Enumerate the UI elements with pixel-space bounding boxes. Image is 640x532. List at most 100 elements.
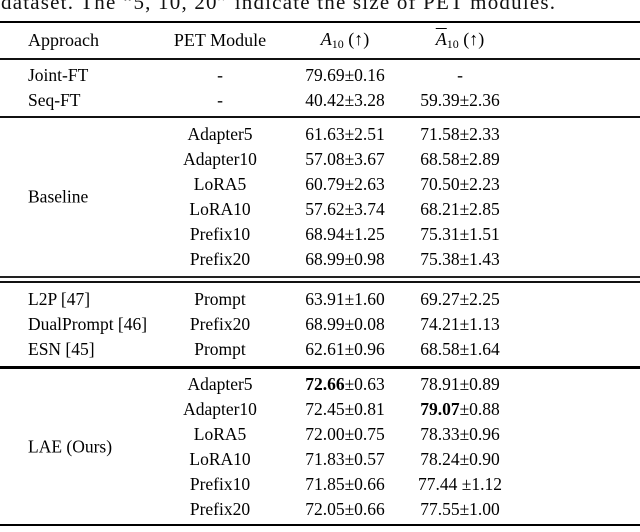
group-label-baseline: Baseline [28, 186, 89, 207]
pet-module-cell: Adapter5 [187, 124, 253, 144]
approach-cell: L2P [47] [28, 289, 91, 309]
stddev: ±0.88 [459, 399, 500, 419]
header-rule [0, 58, 640, 60]
table-row: Prefix10 71.85±0.66 77.44 ±1.12 [0, 472, 640, 497]
a10-cell: 72.45±0.81 [305, 399, 385, 419]
a10-cell: 71.85±0.66 [305, 474, 385, 494]
a10-cell: 68.99±0.98 [305, 249, 385, 269]
a10-subscript: 10 [331, 37, 344, 51]
table-row: LoRA10 71.83±0.57 78.24±0.90 [0, 447, 640, 472]
section-rule-thick [0, 366, 640, 369]
abar10-cell: 59.39±2.36 [420, 90, 500, 110]
a10-cell: 57.62±3.74 [305, 199, 385, 219]
abar10-cell: 78.91±0.89 [420, 374, 500, 394]
approach-cell [0, 472, 160, 497]
pet-module-cell: Adapter10 [183, 149, 257, 169]
table-row: Adapter10 57.08±3.67 68.58±2.89 [0, 147, 640, 172]
a10-cell: 57.08±3.67 [305, 149, 385, 169]
abar10-cell: - [457, 65, 463, 85]
approach-cell [0, 147, 160, 172]
header-a10: A10 (↑) [280, 29, 410, 52]
pet-module-cell: Prompt [194, 339, 246, 359]
approach-cell: Seq-FT [28, 90, 81, 110]
pet-module-cell: Prompt [194, 289, 246, 309]
pet-module-cell: LoRA10 [189, 449, 251, 469]
pet-module-cell: - [217, 65, 223, 85]
abar10-cell: 71.58±2.33 [420, 124, 500, 144]
a10-cell: 60.79±2.63 [305, 174, 385, 194]
a10-cell: 68.99±0.08 [305, 314, 385, 334]
table-header-row: Approach PET Module A10 (↑) A10 (↑) [0, 23, 640, 58]
pet-module-cell: Prefix20 [189, 249, 251, 269]
table-row: Joint-FT - 79.69±0.16 - [0, 63, 640, 88]
a10-cell: 63.91±1.60 [305, 289, 385, 309]
approach-cell [0, 372, 160, 397]
table-row: ESN [45] Prompt 62.61±0.96 68.58±1.64 [0, 337, 640, 362]
a10-cell: 72.66±0.63 [280, 372, 410, 397]
approach-cell: DualPrompt [46] [28, 314, 148, 334]
a10-cell: 79.69±0.16 [305, 65, 385, 85]
group-label-lae: LAE (Ours) [28, 436, 113, 456]
approach-cell [0, 497, 160, 522]
a10-cell: 72.00±0.75 [305, 424, 385, 444]
a10-symbol: A [320, 29, 332, 49]
pet-module-cell: Adapter10 [183, 399, 257, 419]
best-value: 72.66 [305, 374, 345, 394]
approach-cell [0, 247, 160, 272]
table-row: Prefix10 68.94±1.25 75.31±1.51 [0, 222, 640, 247]
abar10-cell: 68.21±2.85 [420, 199, 500, 219]
abar10-cell: 69.27±2.25 [420, 289, 500, 309]
pet-module-cell: Prefix20 [189, 499, 251, 519]
abar10-cell: 77.44 ±1.12 [418, 474, 502, 494]
table-row: Adapter10 72.45±0.81 79.07±0.88 [0, 397, 640, 422]
table-row: Seq-FT - 40.42±3.28 59.39±2.36 [0, 88, 640, 113]
up-arrow-icon: (↑) [463, 29, 485, 49]
table-row: LoRA5 60.79±2.63 70.50±2.23 [0, 172, 640, 197]
pet-module-cell: Adapter5 [187, 374, 253, 394]
pet-module-cell: Prefix20 [189, 314, 251, 334]
stddev: ±0.63 [344, 374, 385, 394]
section-rule [0, 116, 640, 118]
table-row: Adapter5 61.63±2.51 71.58±2.33 [0, 122, 640, 147]
table-row: Adapter5 72.66±0.63 78.91±0.89 [0, 372, 640, 397]
approach-cell [0, 122, 160, 147]
approach-cell: ESN [45] [28, 339, 95, 359]
pet-module-cell: Prefix10 [189, 474, 251, 494]
double-rule [0, 276, 640, 283]
a10-cell: 61.63±2.51 [305, 124, 385, 144]
table-row: Prefix20 68.99±0.98 75.38±1.43 [0, 247, 640, 272]
abar10-cell: 78.33±0.96 [420, 424, 500, 444]
approach-cell: Joint-FT [28, 65, 89, 85]
header-pet-module: PET Module [173, 30, 267, 50]
section-lae-ours: LAE (Ours) Adapter5 72.66±0.63 78.91±0.8… [0, 369, 640, 524]
pet-module-cell: LoRA5 [193, 424, 247, 444]
abar10-cell: 79.07±0.88 [410, 397, 510, 422]
a10-cell: 40.42±3.28 [305, 90, 385, 110]
abar10-cell: 70.50±2.23 [420, 174, 500, 194]
section-prior-methods: L2P [47] Prompt 63.91±1.60 69.27±2.25 Du… [0, 283, 640, 366]
table-row: L2P [47] Prompt 63.91±1.60 69.27±2.25 [0, 287, 640, 312]
section-finetune: Joint-FT - 79.69±0.16 - Seq-FT - 40.42±3… [0, 60, 640, 116]
abar10-cell: 68.58±2.89 [420, 149, 500, 169]
abar10-cell: 78.24±0.90 [420, 449, 500, 469]
a10-cell: 71.83±0.57 [305, 449, 385, 469]
a10-cell: 62.61±0.96 [305, 339, 385, 359]
section-baseline: Baseline Adapter5 61.63±2.51 71.58±2.33 … [0, 118, 640, 276]
bottom-rule [0, 524, 640, 526]
table-row: DualPrompt [46] Prefix20 68.99±0.08 74.2… [0, 312, 640, 337]
pet-module-cell: LoRA5 [193, 174, 247, 194]
pet-module-cell: Prefix10 [189, 224, 251, 244]
abar10-cell: 75.31±1.51 [420, 224, 500, 244]
header-approach: Approach [28, 30, 99, 50]
top-rule [0, 21, 640, 23]
abar10-symbol: A [435, 29, 447, 49]
best-value: 79.07 [420, 399, 460, 419]
header-abar10: A10 (↑) [410, 29, 510, 52]
caption-clip: dataset. The “5, 10, 20” indicate the si… [0, 0, 640, 21]
abar10-subscript: 10 [446, 37, 459, 51]
a10-cell: 68.94±1.25 [305, 224, 385, 244]
abar10-cell: 77.55±1.00 [420, 499, 500, 519]
pet-module-cell: LoRA10 [189, 199, 251, 219]
abar10-cell: 68.58±1.64 [420, 339, 500, 359]
a10-cell: 72.05±0.66 [305, 499, 385, 519]
